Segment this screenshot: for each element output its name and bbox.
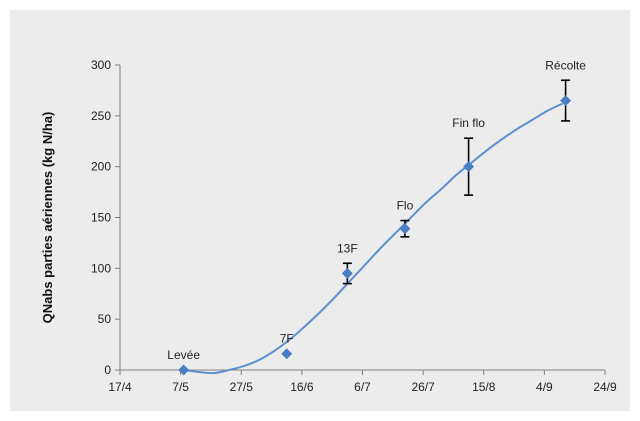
chart-panel — [10, 10, 630, 411]
data-point-label: 7F — [280, 332, 294, 346]
point-labels-group: Levée 7F 13F Flo Fin flo Récolte — [167, 58, 586, 362]
y-tick-label: 50 — [98, 312, 112, 326]
y-tick-label: 100 — [91, 261, 111, 275]
data-point-marker — [281, 348, 293, 360]
y-tick-label: 300 — [91, 58, 111, 72]
y-tick-label: 0 — [104, 363, 111, 377]
y-tick-label: 250 — [91, 109, 111, 123]
data-point-label: Fin flo — [452, 116, 485, 130]
y-tick-label: 200 — [91, 160, 111, 174]
data-point-marker — [178, 364, 190, 376]
data-points-group — [178, 95, 572, 376]
x-tick-label: 26/7 — [411, 380, 435, 394]
x-tick-label: 27/5 — [230, 380, 254, 394]
x-tick-label: 15/8 — [472, 380, 496, 394]
data-point-label: Récolte — [545, 58, 586, 72]
x-tick-label: 16/6 — [290, 380, 314, 394]
data-point-marker — [399, 223, 411, 235]
y-tick-label: 150 — [91, 211, 111, 225]
data-point-marker — [463, 161, 475, 173]
x-tick-label: 7/5 — [172, 380, 189, 394]
data-point-marker — [341, 267, 353, 279]
data-point-label: 13F — [337, 241, 358, 255]
fitted-curve-group — [183, 102, 564, 375]
x-tick-label: 17/4 — [108, 380, 132, 394]
data-point-label: Levée — [167, 348, 200, 362]
x-tick-label: 4/9 — [536, 380, 553, 394]
x-tick-label: 6/7 — [354, 380, 371, 394]
axes: 0 50 100 150 200 250 300 17/4 7/5 27/5 16/6 6/7 26/7… — [91, 58, 617, 394]
data-point-label: Flo — [397, 199, 414, 213]
x-tick-label: 24/9 — [593, 380, 617, 394]
y-axis-label: QNabs parties aériennes (kg N/ha) — [40, 112, 55, 324]
fitted-curve-line — [183, 102, 564, 375]
data-point-marker — [560, 95, 572, 107]
